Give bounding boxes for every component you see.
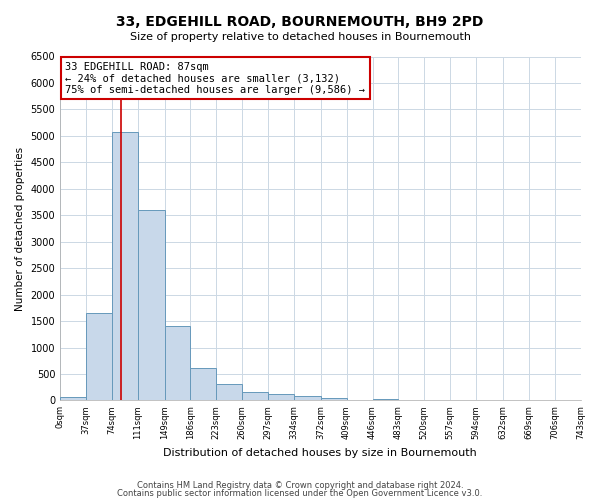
Bar [320,398,347,400]
Bar [138,210,164,400]
Text: 33, EDGEHILL ROAD, BOURNEMOUTH, BH9 2PD: 33, EDGEHILL ROAD, BOURNEMOUTH, BH9 2PD [116,15,484,29]
Text: 33 EDGEHILL ROAD: 87sqm
← 24% of detached houses are smaller (3,132)
75% of semi: 33 EDGEHILL ROAD: 87sqm ← 24% of detache… [65,62,365,95]
Text: Contains HM Land Registry data © Crown copyright and database right 2024.: Contains HM Land Registry data © Crown c… [137,480,463,490]
Bar [217,384,242,400]
Bar [373,398,398,400]
Text: Size of property relative to detached houses in Bournemouth: Size of property relative to detached ho… [130,32,470,42]
Bar [190,368,217,400]
Bar [112,132,138,400]
Text: Contains public sector information licensed under the Open Government Licence v3: Contains public sector information licen… [118,489,482,498]
Bar [164,326,190,400]
X-axis label: Distribution of detached houses by size in Bournemouth: Distribution of detached houses by size … [163,448,477,458]
Bar [242,392,268,400]
Bar [294,396,320,400]
Bar [60,398,86,400]
Bar [268,394,294,400]
Bar [86,313,112,400]
Y-axis label: Number of detached properties: Number of detached properties [15,146,25,310]
